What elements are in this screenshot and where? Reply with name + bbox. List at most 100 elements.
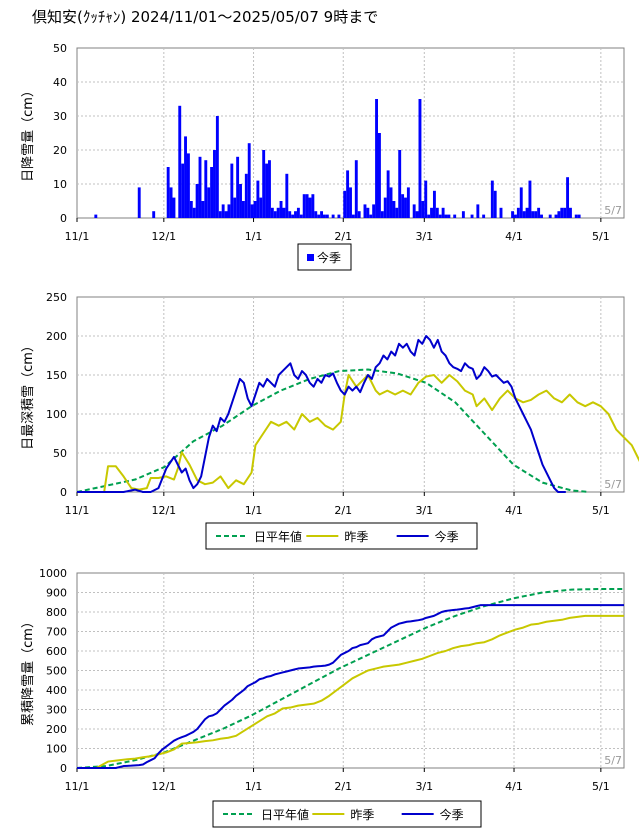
y-tick-label: 700 [46, 626, 67, 639]
bar [314, 211, 318, 218]
bar [560, 207, 564, 218]
bar [392, 201, 396, 218]
bar [265, 163, 269, 218]
bar [363, 204, 367, 218]
bar [268, 160, 271, 218]
y-tick-label: 50 [53, 42, 67, 55]
bar [447, 214, 451, 218]
bar [299, 214, 303, 218]
bar [395, 207, 399, 218]
bar [192, 207, 196, 218]
bar [424, 180, 428, 218]
plot-frame [76, 296, 625, 493]
x-tick-label: 12/1 [151, 230, 176, 243]
y-tick-label: 40 [53, 76, 67, 89]
bar [444, 214, 448, 218]
bar [343, 190, 347, 218]
bar [499, 207, 503, 218]
chart-panel-2: 0 50 100 150 200 250 11/1 12/1 1/1 2/1 3/1 4/1 5/1 日最… [21, 291, 639, 550]
bar [213, 150, 216, 218]
end-date-label: 5/7 [604, 478, 622, 491]
bar [276, 207, 280, 218]
bar [273, 211, 277, 218]
bar [285, 173, 289, 218]
bar [279, 201, 283, 218]
bar [224, 211, 228, 218]
y-axis-label: 日最深積雪（cm） [21, 339, 36, 450]
bar [137, 187, 141, 218]
legend: 日平年値 昨季 今季 [212, 800, 482, 828]
bar [569, 207, 572, 218]
bar [435, 207, 439, 218]
bar [383, 197, 387, 218]
bar [351, 214, 355, 218]
bar [181, 163, 185, 218]
bar [493, 190, 497, 218]
bar [375, 99, 378, 218]
legend-swatch [307, 254, 314, 261]
x-tick-label: 4/1 [505, 230, 523, 243]
series-line-last-season [77, 614, 624, 769]
x-tick-label: 11/1 [65, 780, 90, 793]
series-line-last-season [77, 374, 639, 493]
bar [302, 194, 306, 218]
bar [432, 190, 436, 218]
bar [453, 214, 457, 218]
y-tick-label: 900 [46, 587, 67, 600]
bar [215, 116, 219, 218]
bar [331, 214, 335, 218]
bar [94, 214, 98, 218]
x-tick-label: 4/1 [505, 780, 523, 793]
bar [476, 204, 480, 218]
legend: 今季 [297, 243, 352, 271]
bar [317, 214, 321, 218]
bar [241, 201, 245, 218]
bar [401, 194, 405, 218]
x-tick-label: 5/1 [592, 230, 610, 243]
bar [389, 187, 393, 218]
bar [337, 214, 341, 218]
bar [288, 211, 292, 218]
x-tick-label: 2/1 [334, 780, 352, 793]
bar [195, 184, 199, 218]
x-tick-label: 1/1 [245, 504, 263, 517]
y-tick-label: 0 [60, 762, 67, 775]
legend-label: 日平年値 [254, 529, 302, 544]
legend-label: 昨季 [350, 808, 374, 822]
chart-panel-1: 0 10 20 30 40 50 11/1 12/1 1/1 2/1 3/1 4/1 5/1 日降雪量（c… [21, 42, 625, 271]
bar [247, 143, 251, 218]
end-date-label: 5/7 [604, 204, 622, 217]
legend-box [297, 243, 352, 271]
bar [522, 211, 526, 218]
bar [386, 170, 390, 218]
bar [380, 211, 384, 218]
y-tick-label: 100 [46, 743, 67, 756]
y-tick-label: 250 [46, 291, 67, 304]
bar [218, 211, 222, 218]
bar [221, 204, 225, 218]
y-tick-label: 0 [60, 486, 67, 499]
x-tick-label: 3/1 [415, 780, 433, 793]
bar [511, 211, 515, 218]
legend-box [205, 522, 478, 550]
y-tick-label: 20 [53, 144, 67, 157]
bar [554, 214, 558, 218]
legend-label: 昨季 [344, 530, 368, 544]
bar [438, 214, 442, 218]
bar [357, 211, 361, 218]
bar [441, 207, 445, 218]
y-tick-label: 30 [53, 110, 67, 123]
y-tick-label: 400 [46, 684, 67, 697]
bar [172, 197, 176, 218]
y-tick-label: 0 [60, 212, 67, 225]
bar [296, 207, 300, 218]
bar [184, 136, 187, 218]
legend-label: 今季 [435, 529, 459, 544]
bar [323, 214, 326, 218]
bar [346, 170, 350, 218]
y-axis-label: 日降雪量（cm） [21, 84, 36, 182]
legend-box [212, 800, 482, 828]
x-tick-label: 5/1 [592, 504, 610, 517]
legend-label: 今季 [440, 807, 464, 822]
bar [525, 207, 529, 218]
